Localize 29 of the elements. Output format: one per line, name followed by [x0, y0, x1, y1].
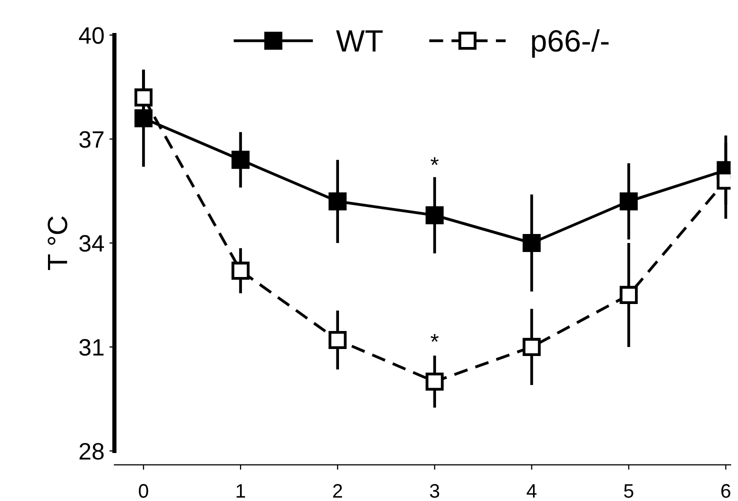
y-tick-label: 31 — [79, 339, 104, 356]
legend-label: WT — [336, 30, 383, 52]
y-tick-label: 40 — [78, 27, 104, 44]
point — [620, 192, 638, 210]
x-tick-label: 3 — [430, 484, 440, 498]
x-tick-label: 5 — [624, 484, 634, 498]
point — [620, 286, 638, 304]
point — [232, 262, 250, 280]
point — [134, 109, 153, 128]
annotation: * — [430, 157, 439, 166]
point — [426, 372, 444, 391]
x-tick-label: 6 — [721, 484, 730, 498]
point — [522, 234, 541, 252]
point — [522, 338, 541, 356]
legend-label: p66-/- — [532, 29, 609, 58]
point — [232, 150, 250, 169]
x-tick-label: 4 — [526, 484, 537, 498]
y-axis-title: T °C — [48, 216, 68, 270]
y-tick-label: 34 — [79, 235, 104, 252]
point — [328, 192, 347, 210]
point — [134, 88, 153, 106]
point — [426, 206, 444, 224]
point — [328, 330, 347, 350]
y-tick-label: 37 — [79, 131, 104, 148]
x-tick-label: 1 — [236, 484, 246, 498]
annotation: * — [430, 334, 439, 342]
x-tick-label: 0 — [138, 484, 148, 498]
x-tick-label: 2 — [333, 484, 342, 498]
y-tick-label: 28 — [80, 442, 104, 460]
